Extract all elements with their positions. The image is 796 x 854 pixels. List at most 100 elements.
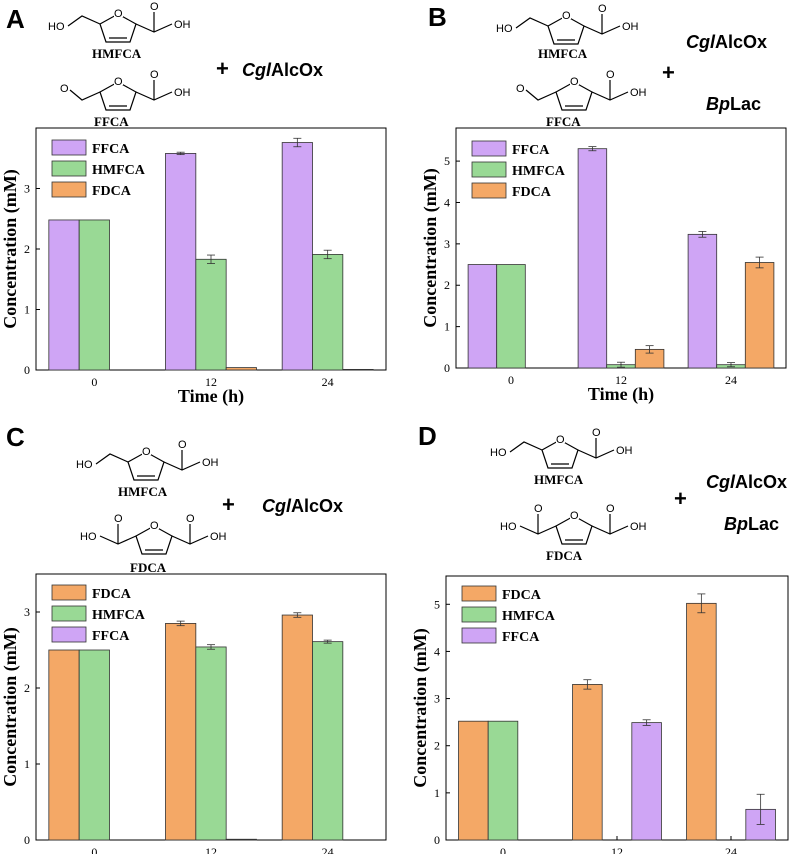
legend-label-ffca: FFCA <box>92 629 130 644</box>
carbonyl-oxygen: O <box>186 513 195 525</box>
legend-label-fdca: FDCA <box>502 588 542 603</box>
legend-label-fdca: FDCA <box>92 587 132 602</box>
enzyme-label-c-1: CglAlcOx <box>262 496 343 516</box>
hydroxyl-label: OH <box>174 19 191 31</box>
molecule-ffca-b: O O OH O <box>516 69 647 111</box>
legend-label-ffca: FFCA <box>512 143 550 158</box>
y-tick-label: 0 <box>434 833 440 847</box>
ring-oxygen: O <box>114 8 123 20</box>
carbonyl-oxygen: O <box>150 69 159 81</box>
aldehyde-oxygen: O <box>516 83 525 95</box>
bar-fdca-24 <box>281 614 313 841</box>
legend-label-hmfca: HMFCA <box>512 164 566 179</box>
aldehyde-arm <box>69 89 101 101</box>
bar-fdca-12 <box>225 367 257 371</box>
hydroxymethyl-label: HO <box>496 23 513 35</box>
y-tick-label: 3 <box>24 605 30 619</box>
y-tick-label: 4 <box>444 195 450 209</box>
panel-letter-d: D <box>418 421 437 451</box>
enzyme-label-b-1: CglAlcOx <box>686 32 767 52</box>
legend-label-fdca: FDCA <box>512 185 552 200</box>
y-axis-title: Concentration (mM) <box>420 168 441 327</box>
compound-label-fdca-d: FDCA <box>546 548 583 563</box>
compound-label-hmfca-b: HMFCA <box>538 46 588 61</box>
aldehyde-arm <box>525 89 557 101</box>
ring-oxygen: O <box>150 520 159 532</box>
bar-fdca-0 <box>48 649 80 841</box>
x-tick-label: 24 <box>322 845 334 854</box>
bar-hmfca-24 <box>312 641 344 841</box>
ring-o-mask <box>556 434 565 443</box>
carbonyl-oxygen: O <box>606 69 615 81</box>
bar-ffca-12 <box>577 148 608 369</box>
bar-hmfca-0 <box>496 264 526 369</box>
molecule-hmfca-c: O O OH HO <box>76 439 219 481</box>
bar-fdca-24 <box>686 602 717 841</box>
molecule-hmfca-a: O O OH HO <box>48 1 191 43</box>
bar-fdca-24 <box>342 368 374 371</box>
compound-label-ffca-b: FFCA <box>546 114 581 129</box>
legend-swatch-ffca <box>471 140 507 157</box>
legend-swatch-fdca <box>461 585 497 602</box>
enzyme-label-b-2: BpLac <box>706 94 761 114</box>
ring-oxygen: O <box>556 434 565 446</box>
molecule-structures: OOOHHOOOOHOOOOHHOOOOHOOOOHHOOOOHOHOOOOHH… <box>48 1 647 555</box>
x-tick-label: 0 <box>500 845 506 854</box>
y-tick-label: 1 <box>24 757 30 771</box>
hydroxymethyl-arm <box>515 17 549 29</box>
hydroxymethyl-arm <box>67 15 101 27</box>
x-tick-label: 0 <box>508 373 514 387</box>
x-tick-label: 24 <box>725 373 737 387</box>
hydroxyl-label: OH <box>630 521 647 533</box>
x-tick-label: 12 <box>611 845 623 854</box>
plus-sign-b: + <box>662 60 675 85</box>
compound-label-ffca-a: FFCA <box>94 114 129 129</box>
bar-ffca-12 <box>225 838 257 841</box>
panel-letter-c: C <box>6 422 25 452</box>
y-tick-label: 5 <box>444 154 450 168</box>
panel-letter-a: A <box>6 4 25 34</box>
bar-ffca-12 <box>165 153 197 371</box>
x-tick-label: 24 <box>322 375 334 389</box>
legend-label-hmfca: HMFCA <box>92 608 146 623</box>
bar-fdca-0 <box>458 720 489 841</box>
bar-hmfca-12 <box>195 258 227 371</box>
legend-label-ffca: FFCA <box>502 630 540 645</box>
bar-ffca-0 <box>48 219 80 371</box>
hydroxyl-label-left: HO <box>500 521 517 533</box>
legend-swatch-fdca <box>51 181 87 198</box>
carbonyl-oxygen-left: O <box>114 513 123 525</box>
compound-label-hmfca-c: HMFCA <box>118 484 168 499</box>
legend-swatch-ffca <box>461 627 497 644</box>
y-tick-label: 0 <box>24 363 30 377</box>
ring-oxygen: O <box>570 510 579 522</box>
x-tick-label: 0 <box>91 375 97 389</box>
x-axis-title: Time (h) <box>588 384 654 405</box>
y-axis-title: Concentration (mM) <box>410 628 431 787</box>
ring-o-mask <box>114 8 123 17</box>
legend-label-ffca: FFCA <box>92 142 130 157</box>
y-tick-label: 1 <box>434 786 440 800</box>
molecule-fdca-d: O O OH O HO <box>500 503 647 545</box>
plus-sign-d: + <box>674 486 687 511</box>
compound-label-fdca-c: FDCA <box>130 560 167 575</box>
carbonyl-oxygen: O <box>150 1 159 13</box>
y-tick-label: 2 <box>24 681 30 695</box>
bar-ffca-0 <box>467 264 498 369</box>
ring-o-mask <box>142 446 151 455</box>
y-tick-label: 4 <box>434 644 440 658</box>
molecule-hmfca-b: O O OH HO <box>496 3 639 45</box>
hydroxymethyl-label: HO <box>490 447 507 459</box>
legend-swatch-hmfca <box>471 161 507 178</box>
compound-label-hmfca-d: HMFCA <box>534 472 584 487</box>
legend-label-hmfca: HMFCA <box>502 609 556 624</box>
y-tick-label: 5 <box>434 597 440 611</box>
y-axis-title: Concentration (mM) <box>0 169 21 328</box>
enzyme-label-a-1: CglAlcOx <box>242 60 323 80</box>
bar-hmfca-0 <box>78 219 110 371</box>
y-tick-label: 1 <box>24 303 30 317</box>
y-axis-title: Concentration (mM) <box>0 627 21 786</box>
